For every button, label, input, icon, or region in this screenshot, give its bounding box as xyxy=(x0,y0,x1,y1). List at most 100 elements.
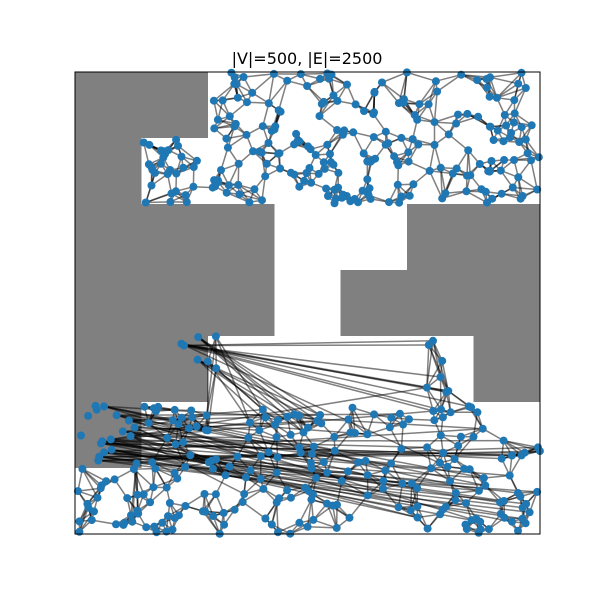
graph-node xyxy=(295,518,304,527)
graph-node xyxy=(193,355,202,364)
graph-edge xyxy=(133,468,139,495)
graph-node xyxy=(429,407,438,415)
graph-node xyxy=(518,514,527,523)
graph-node xyxy=(112,411,121,420)
graph-node xyxy=(203,357,212,366)
graph-node xyxy=(527,156,535,165)
graph-node xyxy=(497,454,506,463)
graph-edge xyxy=(122,430,312,470)
graph-node xyxy=(146,498,155,507)
graph-edge xyxy=(448,133,469,151)
graph-node xyxy=(225,462,234,471)
graph-node xyxy=(441,189,450,198)
graph-node xyxy=(410,111,419,120)
graph-edge xyxy=(261,176,266,201)
graph-node xyxy=(258,405,267,414)
graph-node xyxy=(204,458,213,467)
graph-node xyxy=(142,523,151,532)
graph-node xyxy=(496,166,505,175)
graph-node xyxy=(467,403,476,412)
graph-node xyxy=(272,468,281,477)
graph-node xyxy=(474,112,483,121)
graph-node xyxy=(211,490,220,499)
graph-node xyxy=(165,499,174,507)
graph-edge xyxy=(426,387,442,410)
graph-node xyxy=(478,424,487,433)
graph-edge xyxy=(418,80,437,105)
graph-node xyxy=(431,77,440,86)
graph-node xyxy=(181,502,190,510)
graph-node xyxy=(283,486,292,495)
graph-node xyxy=(359,149,368,158)
graph-node xyxy=(329,91,338,100)
graph-node xyxy=(456,432,465,441)
graph-node xyxy=(233,452,242,461)
graph-node xyxy=(508,517,516,526)
graph-node xyxy=(379,484,387,493)
graph-node xyxy=(476,525,485,534)
graph-edge xyxy=(351,407,356,434)
graph-node xyxy=(430,140,439,149)
graph-edge xyxy=(426,344,430,388)
graph-node xyxy=(397,133,406,142)
graph-node xyxy=(518,503,527,512)
graph-node xyxy=(438,356,447,365)
graph-node xyxy=(405,415,413,424)
graph-node xyxy=(179,438,188,447)
graph-edge xyxy=(275,502,279,533)
graph-node xyxy=(500,497,508,505)
graph-node xyxy=(441,502,450,511)
graph-node xyxy=(273,416,282,425)
graph-node xyxy=(454,441,463,450)
graph-edge xyxy=(381,82,400,104)
graph-node xyxy=(187,406,196,415)
graph-node xyxy=(514,526,522,535)
graph-node xyxy=(258,122,267,131)
graph-node xyxy=(259,484,268,493)
graph-edge xyxy=(406,71,437,82)
graph-node xyxy=(340,126,349,135)
graph-node xyxy=(414,140,423,149)
graph-node xyxy=(406,506,415,515)
graph-node xyxy=(203,426,212,435)
graph-node xyxy=(167,189,176,198)
graph-edge xyxy=(427,80,437,105)
graph-node xyxy=(462,499,470,508)
graph-edge xyxy=(316,477,342,482)
graph-node xyxy=(319,97,328,106)
graph-node xyxy=(174,141,182,150)
graph-node xyxy=(405,191,414,200)
graph-node xyxy=(171,440,180,449)
graph-node xyxy=(390,152,399,161)
plot-area xyxy=(73,68,544,538)
graph-node xyxy=(310,442,318,451)
graph-node xyxy=(461,520,470,529)
graph-edge xyxy=(81,468,99,499)
graph-node xyxy=(517,68,526,77)
graph-node xyxy=(408,135,417,144)
graph-node xyxy=(454,110,462,119)
graph-node xyxy=(246,466,255,475)
graph-edge xyxy=(183,344,427,389)
graph-node xyxy=(189,182,198,191)
graph-node xyxy=(256,452,265,461)
graph-node xyxy=(413,513,422,522)
graph-edge xyxy=(277,80,288,111)
graph-node xyxy=(399,420,408,429)
graph-node xyxy=(245,198,254,207)
graph-node xyxy=(255,147,264,156)
graph-node xyxy=(370,88,379,97)
graph-node xyxy=(234,159,243,168)
graph-node xyxy=(140,402,149,411)
graph-edge xyxy=(496,72,523,99)
graph-node xyxy=(516,492,525,501)
graph-node xyxy=(248,88,257,97)
graph-node xyxy=(481,187,490,196)
graph-node xyxy=(510,109,519,118)
graph-node xyxy=(172,135,181,144)
graph-node xyxy=(307,495,316,504)
graph-node xyxy=(430,118,439,127)
obstacle-block xyxy=(75,270,275,336)
graph-edge xyxy=(197,359,302,454)
graph-node xyxy=(311,151,320,159)
